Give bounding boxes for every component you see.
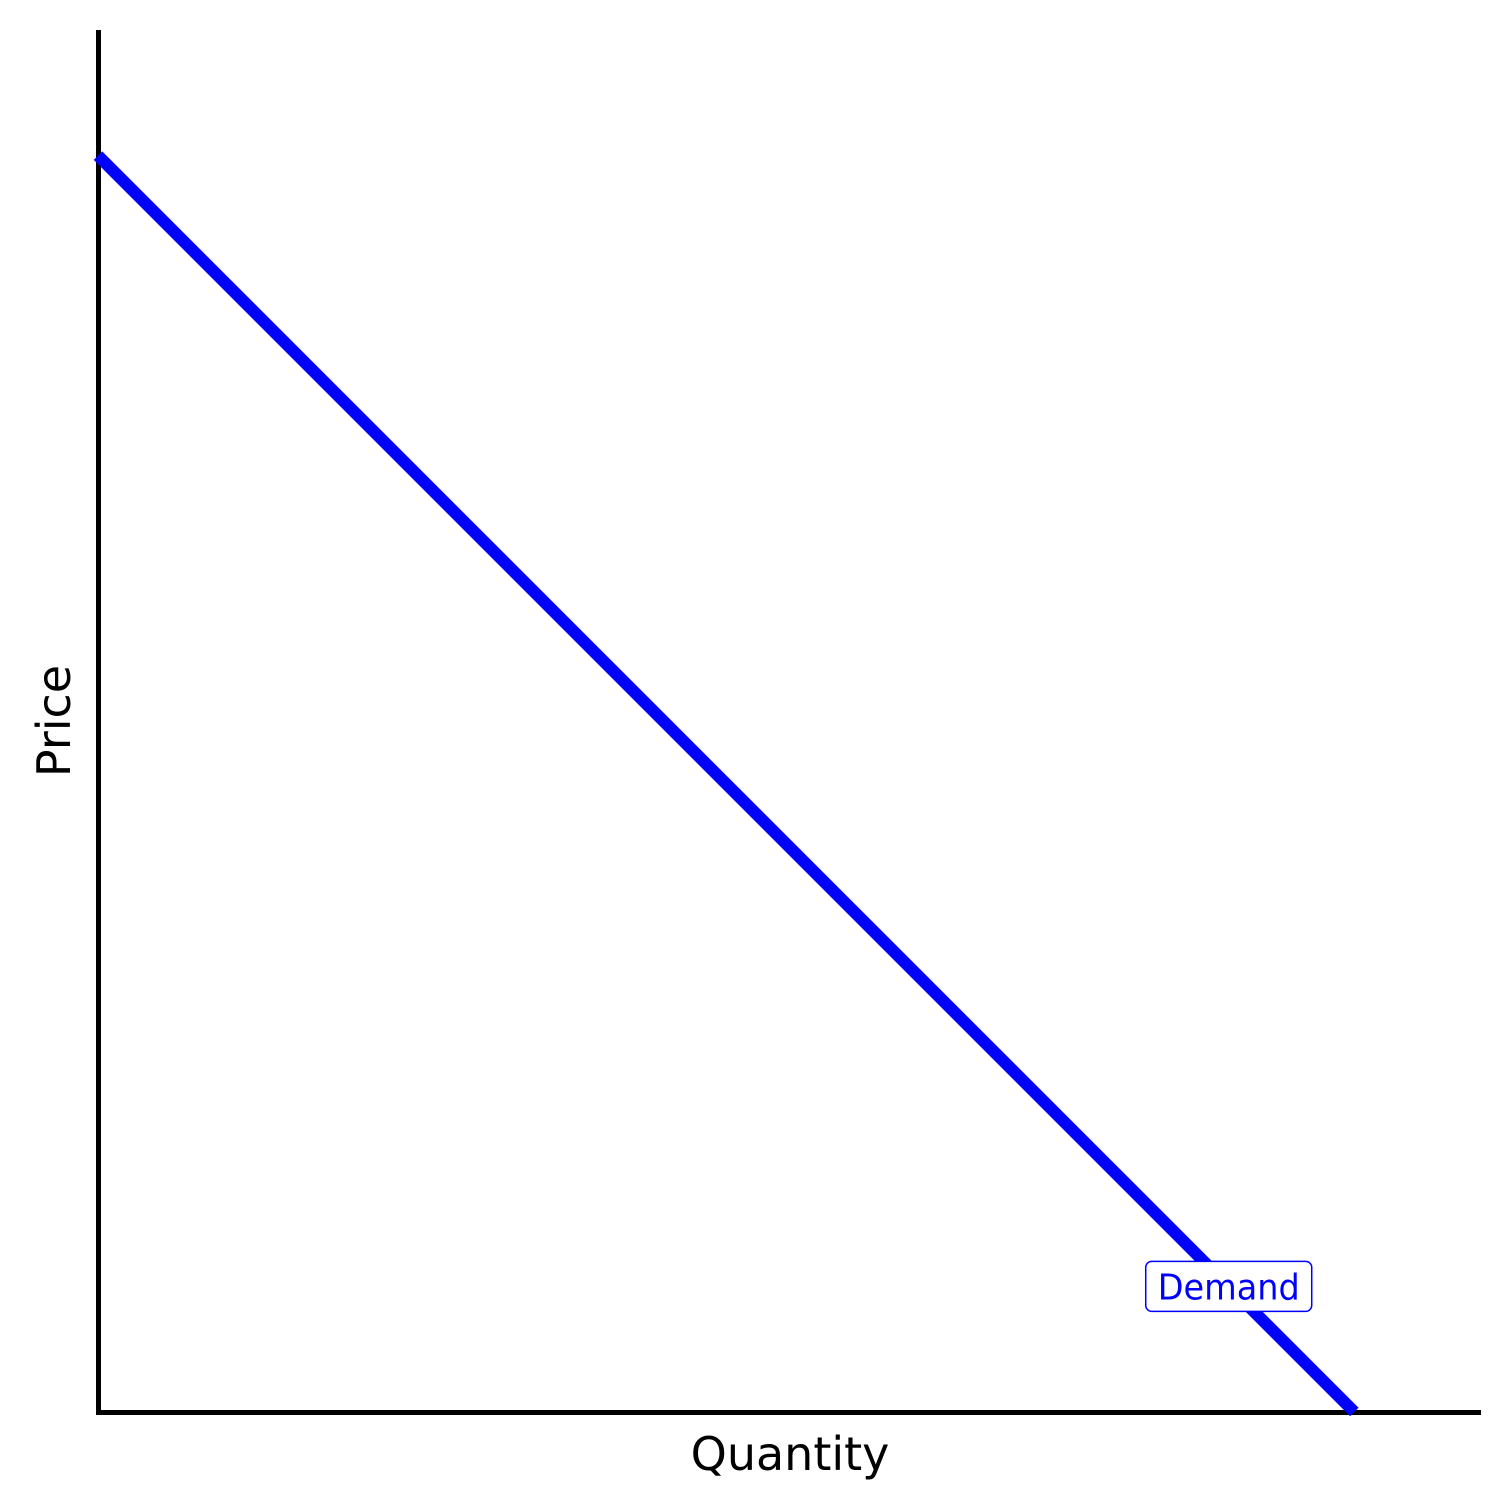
demand-line bbox=[93, 151, 1359, 1417]
demand-label: Demand bbox=[1144, 1260, 1313, 1313]
x-axis-title: Quantity bbox=[691, 1427, 890, 1481]
demand-label-text: Demand bbox=[1158, 1267, 1300, 1308]
y-axis-title: Price bbox=[27, 665, 81, 777]
demand-label-box bbox=[1144, 1260, 1313, 1313]
